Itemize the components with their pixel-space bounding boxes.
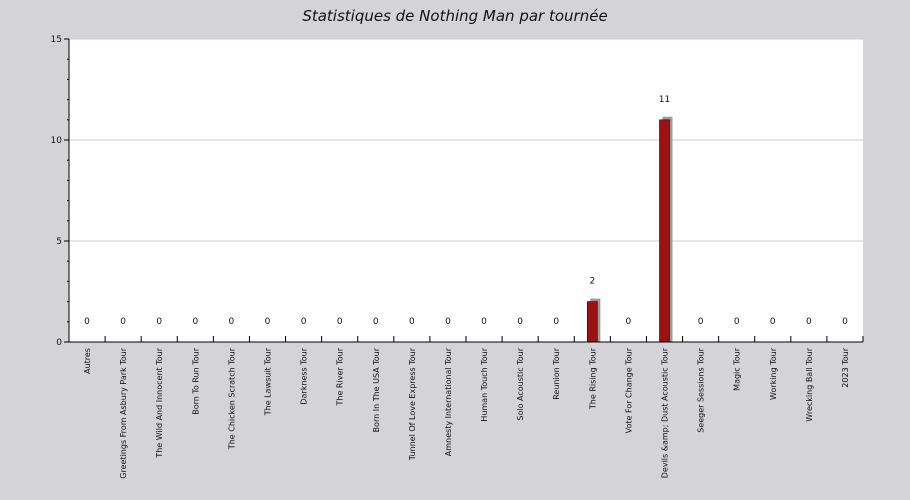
value-label: 0 — [84, 317, 90, 327]
category-label: Seeger Sessions Tour — [697, 347, 706, 432]
y-tick-label: 15 — [51, 35, 62, 45]
category-label: Darkness Tour — [300, 347, 309, 404]
category-label: Reunion Tour — [552, 347, 561, 399]
category-label: The Wild And Innocent Tour — [155, 347, 164, 458]
category-label: Vote For Change Tour — [624, 347, 633, 433]
category-label: The Lawsuit Tour — [264, 347, 273, 416]
value-label: 0 — [698, 317, 704, 327]
value-label: 0 — [445, 317, 451, 327]
value-label: 0 — [481, 317, 487, 327]
value-label: 0 — [192, 317, 198, 327]
category-label: Magic Tour — [733, 347, 742, 391]
category-label: Tunnel Of Love Express Tour — [408, 347, 417, 461]
category-label: Wrecking Ball Tour — [805, 347, 814, 421]
value-label: 0 — [806, 317, 812, 327]
value-label: 0 — [229, 317, 235, 327]
value-label: 0 — [770, 317, 776, 327]
y-tick-label: 10 — [51, 136, 63, 146]
value-label: 0 — [517, 317, 523, 327]
category-label: Amnesty International Tour — [444, 347, 453, 456]
category-label: The Chicken Scratch Tour — [227, 347, 236, 450]
value-labels: 0 0 0 0 0 0 0 0 0 0 0 0 0 0 2 0 11 0 0 0 0 0 — [84, 95, 848, 327]
bar — [659, 119, 670, 343]
y-tick-label: 0 — [56, 338, 62, 348]
value-label: 0 — [409, 317, 415, 327]
category-label: Solo Acoustic Tour — [516, 347, 525, 420]
category-label: 2023 Tour — [841, 347, 850, 387]
value-label: 0 — [842, 317, 848, 327]
grid-lines — [69, 38, 863, 242]
category-label: Working Tour — [769, 347, 778, 400]
value-label: 0 — [120, 317, 126, 327]
value-label: 0 — [265, 317, 271, 327]
category-label: Born In The USA Tour — [372, 347, 381, 432]
value-label: 0 — [734, 317, 740, 327]
category-label: Greetings From Asbury Park Tour — [119, 347, 128, 478]
value-label: 11 — [659, 95, 670, 105]
category-label: The Rising Tour — [588, 347, 597, 410]
category-label: Born To Run Tour — [191, 347, 200, 414]
category-label: The River Tour — [336, 347, 345, 406]
y-tick-label: 5 — [56, 237, 62, 247]
value-label: 0 — [301, 317, 307, 327]
value-label: 0 — [626, 317, 632, 327]
value-label: 0 — [553, 317, 559, 327]
category-labels: Autres Greetings From Asbury Park Tour The… — [83, 347, 850, 478]
plot-area — [69, 39, 863, 342]
bar — [587, 301, 598, 343]
value-label: 2 — [589, 277, 595, 287]
category-label: Devils &amp; Dust Acoustic Tour — [661, 347, 670, 478]
value-label: 0 — [337, 317, 343, 327]
value-label: 0 — [373, 317, 379, 327]
value-label: 0 — [156, 317, 162, 327]
chart-title: Statistiques de Nothing Man par tournée — [302, 7, 607, 25]
category-label: Human Touch Tour — [480, 347, 489, 421]
axes: 0 5 10 15 — [51, 35, 864, 348]
category-label: Autres — [83, 348, 92, 374]
